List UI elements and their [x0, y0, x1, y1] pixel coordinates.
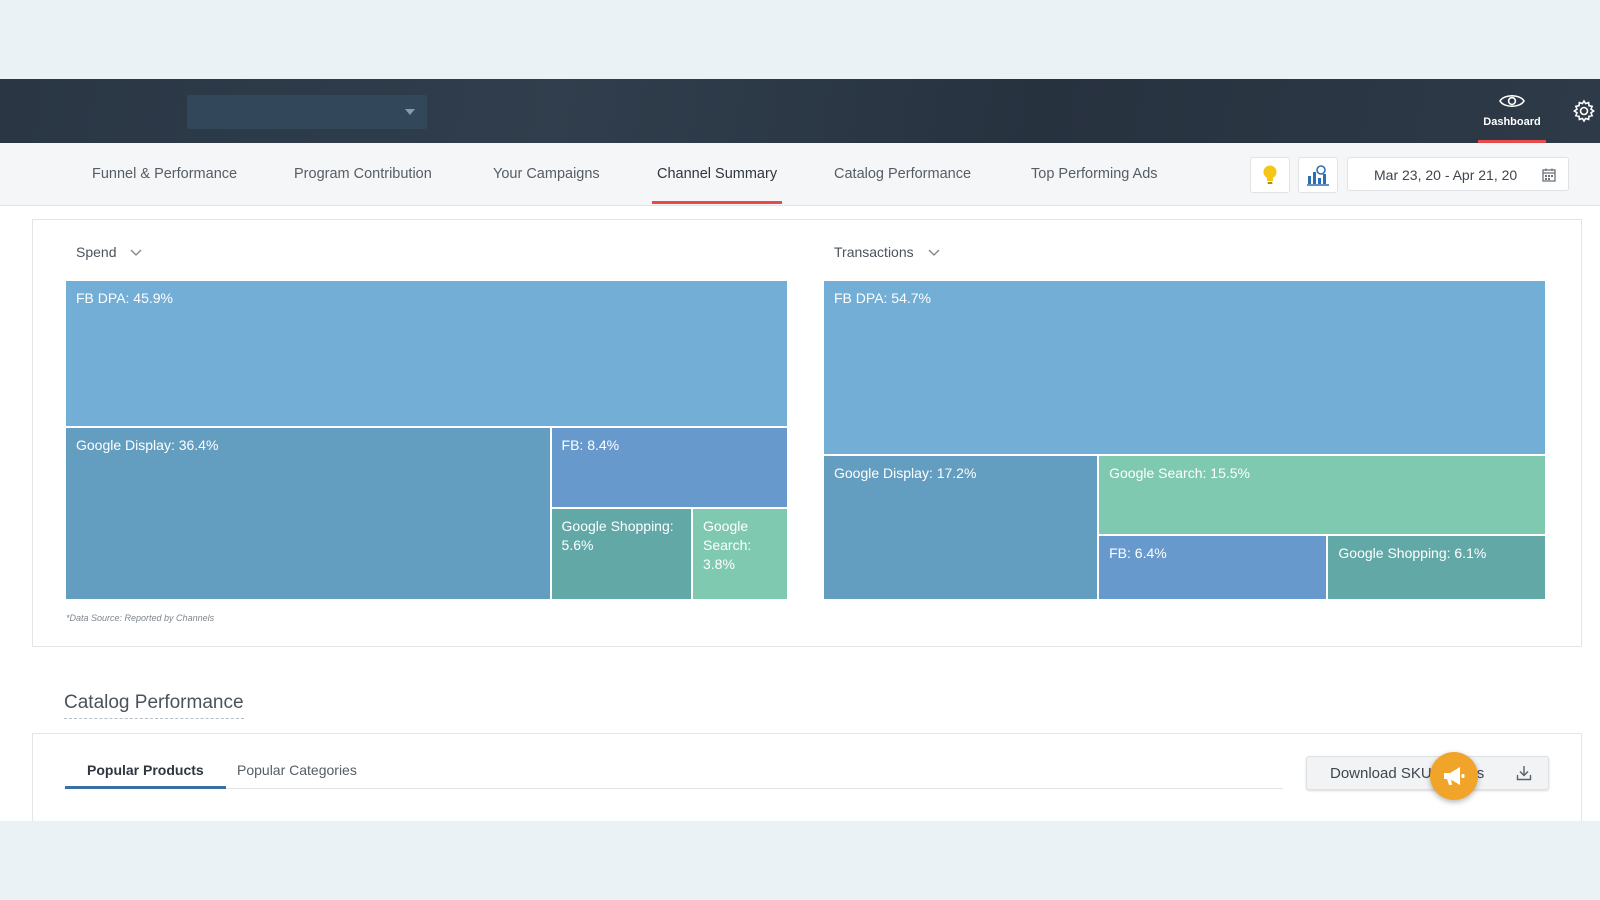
- subtab-divider: [64, 788, 1283, 789]
- report-analysis-button[interactable]: [1298, 157, 1338, 193]
- download-sku-metrics-button[interactable]: Download SKU Metrics: [1306, 756, 1549, 790]
- treemap-tile-google-search[interactable]: Google Search: 3.8%: [692, 508, 788, 600]
- tab-your-campaigns[interactable]: Your Campaigns: [493, 166, 600, 182]
- transactions-metric-dropdown[interactable]: Transactions: [834, 244, 940, 260]
- announcement-button[interactable]: [1430, 752, 1478, 800]
- channel-summary-card: Spend Transactions FB DPA: 45.9% Google D…: [32, 219, 1582, 647]
- chevron-down-icon: [928, 249, 939, 257]
- app-window: Dashboard Funnel & Performance Program C…: [0, 79, 1600, 821]
- eye-icon: [1499, 94, 1525, 108]
- data-source-note: *Data Source: Reported by Channels: [66, 613, 215, 623]
- megaphone-icon: [1444, 767, 1465, 785]
- treemap-tile-google-display[interactable]: Google Display: 36.4%: [65, 426, 551, 600]
- tab-popular-categories[interactable]: Popular Categories: [237, 762, 357, 778]
- calendar-icon: [1542, 168, 1556, 182]
- gear-icon[interactable]: [1572, 99, 1596, 123]
- treemap-tile-fb-dpa[interactable]: FB DPA: 45.9%: [65, 280, 788, 427]
- treemap-tile-google-display[interactable]: Google Display: 17.2%: [823, 455, 1099, 600]
- transactions-metric-label: Transactions: [834, 244, 914, 260]
- catalog-performance-card: Popular Products Popular Categories Down…: [32, 733, 1582, 821]
- treemap-tile-google-shopping[interactable]: Google Shopping: 5.6%: [550, 508, 692, 600]
- chevron-down-icon: [405, 109, 415, 115]
- date-range-value: Mar 23, 20 - Apr 21, 20: [1374, 167, 1518, 183]
- spend-metric-dropdown[interactable]: Spend: [76, 244, 142, 260]
- dashboard-active-indicator: [1478, 140, 1546, 143]
- treemap-tile-fb[interactable]: FB: 8.4%: [550, 426, 788, 509]
- treemap-tile-fb-dpa[interactable]: FB DPA: 54.7%: [823, 280, 1546, 456]
- treemap-tile-google-shopping[interactable]: Google Shopping: 6.1%: [1327, 535, 1546, 600]
- tab-catalog-performance[interactable]: Catalog Performance: [834, 166, 972, 182]
- lightbulb-icon: [1263, 165, 1277, 184]
- catalog-performance-title: Catalog Performance: [64, 692, 244, 719]
- treemap-tile-fb[interactable]: FB: 6.4%: [1098, 535, 1328, 600]
- download-icon: [1516, 766, 1532, 781]
- tab-channel-summary[interactable]: Channel Summary: [651, 143, 783, 205]
- spend-treemap: FB DPA: 45.9% Google Display: 36.4% FB: 8.…: [65, 280, 788, 600]
- spend-metric-label: Spend: [76, 244, 117, 260]
- tab-funnel-performance[interactable]: Funnel & Performance: [92, 166, 238, 182]
- tab-program-contribution[interactable]: Program Contribution: [294, 166, 432, 182]
- date-range-picker[interactable]: Mar 23, 20 - Apr 21, 20: [1347, 157, 1569, 191]
- treemap-tile-google-search[interactable]: Google Search: 15.5%: [1098, 455, 1546, 536]
- account-dropdown[interactable]: [187, 95, 427, 129]
- dashboard-label: Dashboard: [1483, 116, 1541, 128]
- dashboard-button[interactable]: Dashboard: [1470, 79, 1554, 143]
- chart-search-icon: [1307, 165, 1329, 186]
- chevron-down-icon: [130, 249, 142, 257]
- nav-tabs-bar: Funnel & Performance Program Contributio…: [0, 143, 1600, 206]
- insights-button[interactable]: [1250, 157, 1290, 193]
- tab-popular-products[interactable]: Popular Products: [65, 762, 226, 789]
- tab-top-performing-ads[interactable]: Top Performing Ads: [1031, 166, 1158, 182]
- top-header: Dashboard: [0, 79, 1600, 143]
- transactions-treemap: FB DPA: 54.7% Google Display: 17.2% Google…: [823, 280, 1546, 600]
